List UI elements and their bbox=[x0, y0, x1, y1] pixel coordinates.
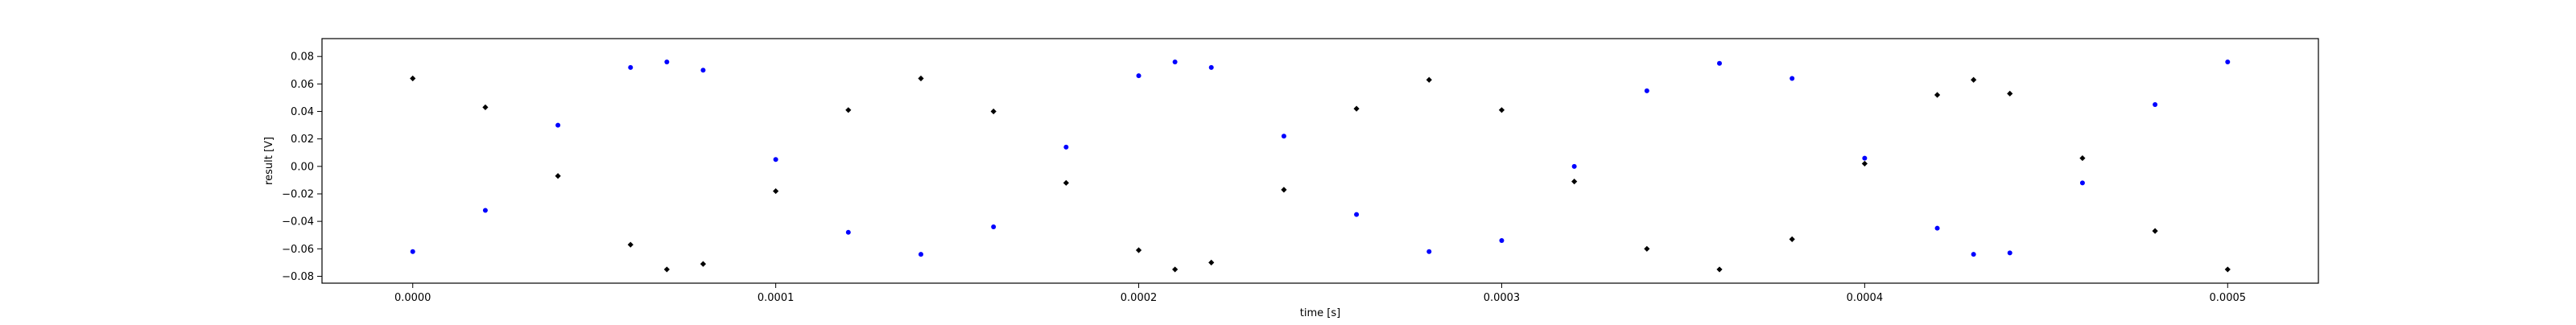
data-point bbox=[773, 187, 779, 195]
data-point bbox=[482, 104, 489, 110]
data-point bbox=[1208, 64, 1214, 70]
data-point bbox=[2224, 266, 2231, 273]
data-point bbox=[1426, 76, 1432, 83]
data-point bbox=[1498, 107, 1505, 113]
y-tick-label: 0.06 bbox=[291, 79, 314, 91]
data-point bbox=[700, 68, 706, 73]
data-point bbox=[2079, 180, 2085, 186]
data-point bbox=[1354, 212, 1360, 217]
data-point bbox=[1790, 76, 1795, 81]
data-point bbox=[700, 261, 707, 267]
x-tick-label: 0.0001 bbox=[758, 292, 795, 304]
data-point bbox=[1281, 187, 1287, 193]
x-tick-label: 0.0004 bbox=[1847, 292, 1884, 304]
data-point bbox=[627, 241, 634, 248]
data-point bbox=[1172, 60, 1178, 65]
data-point bbox=[663, 266, 670, 273]
data-point bbox=[1172, 266, 1179, 273]
y-tick-label: −0.02 bbox=[282, 188, 314, 200]
data-point bbox=[1716, 266, 1723, 273]
data-point bbox=[1063, 179, 1069, 186]
data-point bbox=[664, 60, 670, 65]
data-point bbox=[2225, 60, 2231, 65]
data-point bbox=[2152, 228, 2158, 234]
data-point bbox=[1281, 134, 1286, 139]
data-point bbox=[2079, 154, 2086, 162]
x-tick-label: 0.0000 bbox=[394, 292, 431, 304]
x-tick-label: 0.0003 bbox=[1484, 292, 1521, 304]
y-tick-label: −0.06 bbox=[282, 244, 314, 256]
data-point bbox=[1353, 105, 1360, 112]
data-point bbox=[845, 229, 851, 235]
data-point bbox=[1571, 163, 1577, 169]
y-tick-label: 0.08 bbox=[291, 51, 314, 64]
data-point bbox=[555, 122, 561, 128]
x-tick-label: 0.0002 bbox=[1121, 292, 1158, 304]
series-1 bbox=[410, 75, 2231, 273]
data-point bbox=[1717, 60, 1722, 66]
data-point bbox=[991, 224, 997, 229]
data-point bbox=[1934, 92, 1941, 98]
y-tick-label: −0.08 bbox=[282, 271, 314, 283]
x-axis-label: time [s] bbox=[1300, 307, 1340, 319]
x-tick-label: 0.0005 bbox=[2210, 292, 2247, 304]
plot-frame bbox=[321, 38, 2319, 284]
data-point bbox=[1861, 160, 1868, 167]
y-tick-label: 0.04 bbox=[291, 106, 314, 118]
data-point bbox=[1789, 236, 1795, 242]
data-point bbox=[628, 64, 634, 70]
data-point bbox=[482, 208, 488, 213]
data-point bbox=[845, 107, 852, 113]
data-point bbox=[1136, 73, 1141, 79]
y-tick-label: −0.04 bbox=[282, 216, 314, 228]
data-point bbox=[919, 252, 923, 257]
data-point bbox=[1571, 179, 1578, 185]
y-tick-label: 0.00 bbox=[291, 161, 314, 173]
data-point bbox=[2007, 250, 2013, 256]
series-layer bbox=[410, 60, 2231, 273]
data-point bbox=[1644, 88, 1649, 93]
data-point bbox=[1499, 238, 1505, 244]
data-point bbox=[2153, 101, 2158, 107]
data-point bbox=[1208, 259, 1215, 265]
data-point bbox=[1934, 225, 1940, 231]
data-point bbox=[773, 157, 778, 162]
data-point bbox=[410, 249, 415, 254]
data-point bbox=[1063, 144, 1069, 150]
data-point bbox=[1971, 76, 1977, 83]
tick-layer: 0.0000 0.0001 0.0002 0.0003 0.0004 0.0005 0.08… bbox=[282, 51, 2246, 304]
data-point bbox=[1971, 252, 1976, 257]
data-point bbox=[410, 75, 416, 82]
data-point bbox=[555, 173, 561, 179]
data-point bbox=[2007, 90, 2013, 97]
y-tick-label: 0.02 bbox=[291, 134, 314, 146]
plot-background bbox=[322, 39, 2318, 283]
data-point bbox=[918, 75, 924, 82]
series-2 bbox=[410, 60, 2231, 257]
y-axis-label: result [V] bbox=[263, 137, 275, 185]
data-point bbox=[1135, 247, 1142, 253]
data-point bbox=[990, 108, 997, 115]
data-point bbox=[1862, 155, 1868, 161]
data-point bbox=[1644, 245, 1650, 252]
data-point bbox=[1426, 249, 1432, 254]
